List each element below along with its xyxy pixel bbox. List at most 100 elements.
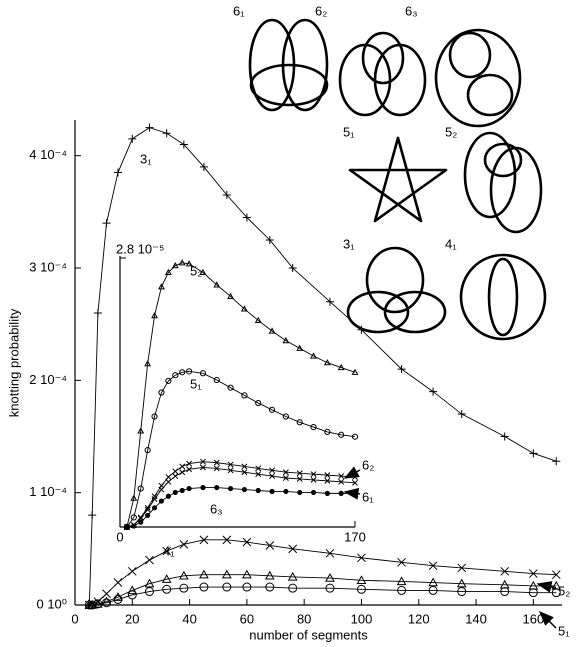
marker [397, 585, 407, 595]
marker [113, 594, 123, 604]
series-label: 6₂ [362, 457, 374, 472]
marker [127, 590, 137, 600]
marker [158, 498, 165, 504]
knot-label: 5₂ [445, 124, 457, 139]
y-tick-label: 1 10⁻⁴ [29, 484, 67, 499]
marker [552, 457, 561, 466]
marker [144, 447, 151, 454]
marker [186, 466, 193, 473]
marker [255, 471, 262, 478]
marker [179, 487, 185, 494]
marker [130, 514, 137, 521]
knot-6-3 [434, 28, 522, 128]
marker [138, 519, 144, 525]
marker [310, 352, 317, 359]
marker [338, 478, 345, 485]
y-tick-label: 0 10⁰ [36, 596, 67, 611]
marker [324, 490, 330, 496]
knot-3-1 [346, 246, 447, 334]
marker [186, 485, 192, 492]
marker [179, 539, 189, 549]
series-label: 4₁ [163, 543, 175, 558]
marker [144, 506, 151, 513]
marker [457, 587, 467, 597]
marker [162, 129, 171, 138]
knot-5-1 [348, 136, 448, 223]
marker [179, 369, 186, 376]
knot-diagrams: 6₁ 6₂ 6₃ 5₁ 5₂ 3₁ 4₁ [233, 3, 547, 341]
marker [199, 464, 206, 471]
marker [337, 363, 345, 371]
series-label: 5₁ [558, 623, 570, 638]
y-tick-label: 2.8 10⁻⁵ [116, 241, 164, 256]
marker [145, 555, 154, 565]
marker [429, 387, 438, 396]
marker [162, 584, 172, 594]
x-tick-label: 0 [116, 529, 123, 544]
series-line [126, 466, 356, 528]
marker [338, 490, 344, 496]
marker [323, 359, 331, 366]
marker [213, 376, 220, 384]
y-tick-label: 3 10⁻⁴ [29, 259, 67, 274]
marker [282, 336, 290, 344]
marker [199, 535, 209, 545]
marker [296, 476, 303, 482]
marker [144, 360, 152, 367]
x-tick-label: 0 [71, 611, 78, 626]
marker [324, 477, 331, 484]
marker [254, 316, 262, 324]
marker [255, 465, 262, 472]
marker [179, 140, 188, 149]
marker [200, 485, 206, 491]
y-tick-label: 4 10⁻⁴ [29, 147, 67, 162]
marker [255, 487, 261, 494]
marker [199, 162, 208, 171]
marker [325, 297, 334, 306]
x-tick-label: 80 [297, 611, 311, 626]
x-tick-label: 20 [125, 611, 139, 626]
marker [145, 123, 154, 132]
marker [269, 473, 276, 480]
marker [240, 305, 248, 312]
marker [269, 467, 276, 474]
marker [199, 569, 209, 579]
marker [158, 486, 165, 493]
x-tick-label: 100 [351, 611, 373, 626]
label-arrow [343, 466, 361, 479]
y-tick-label: 2 10⁻⁴ [29, 372, 67, 387]
series-line [88, 127, 557, 606]
marker [265, 582, 275, 592]
marker [113, 592, 123, 601]
marker [456, 578, 467, 588]
marker [93, 599, 103, 609]
marker [227, 467, 234, 474]
marker [165, 478, 172, 485]
marker [265, 235, 274, 244]
series-label: 5₂ [190, 263, 202, 278]
marker [500, 566, 510, 576]
series-line [126, 487, 355, 528]
x-tick-label: 120 [408, 611, 430, 626]
marker [428, 577, 438, 587]
x-axis-title: number of segments [249, 627, 368, 642]
marker [213, 459, 220, 466]
marker [269, 488, 275, 495]
marker [500, 432, 509, 441]
marker [357, 325, 366, 334]
marker [396, 576, 407, 586]
marker [171, 262, 179, 269]
marker [144, 587, 154, 597]
series-line [89, 574, 557, 606]
knot-5-2 [463, 131, 543, 234]
marker [241, 486, 247, 493]
marker [242, 537, 252, 547]
marker [102, 219, 111, 228]
marker [221, 569, 232, 579]
marker [161, 574, 172, 583]
marker [296, 344, 304, 351]
marker [338, 473, 345, 480]
marker [228, 485, 234, 492]
marker [325, 583, 335, 593]
